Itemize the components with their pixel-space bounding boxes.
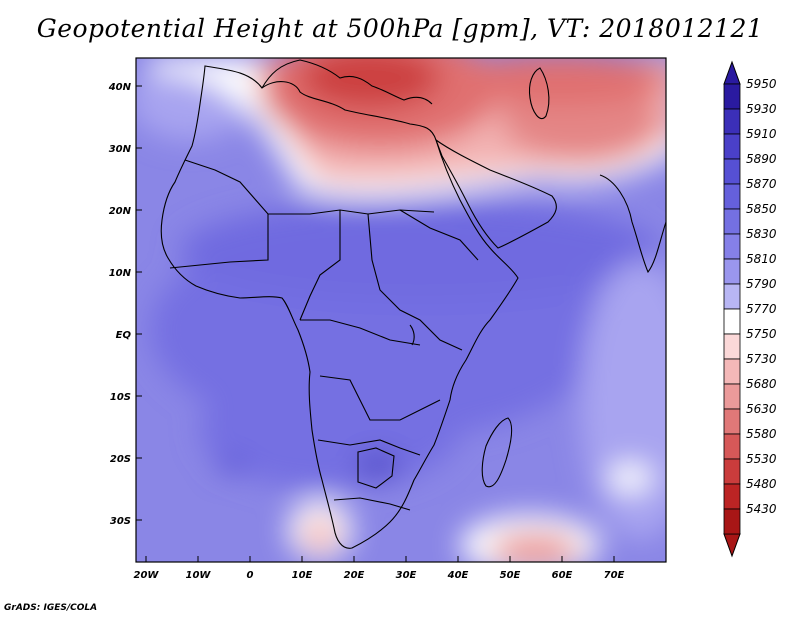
colorbar-swatch	[723, 108, 741, 135]
colorbar-swatch	[723, 458, 741, 485]
colorbar-swatch	[723, 283, 741, 310]
colorbar-label: 5890	[746, 152, 777, 166]
lat-label: 10N	[109, 268, 132, 279]
colorbar-swatch	[723, 83, 741, 110]
colorbar-swatch	[723, 383, 741, 410]
lon-label: 70E	[604, 570, 625, 581]
lon-label: 10E	[292, 570, 313, 581]
colorbar-top-arrow	[723, 60, 741, 85]
lon-label: 20E	[344, 570, 365, 581]
colorbar-swatch	[723, 333, 741, 360]
colorbar-swatch	[723, 483, 741, 510]
lat-ticks	[136, 85, 142, 521]
lat-label: 20S	[110, 454, 131, 465]
lon-labels: 20W 10W 0 10E 20E 30E 40E 50E 60E 70E	[134, 570, 625, 581]
map-frame	[135, 57, 667, 563]
colorbar-swatch	[723, 308, 741, 335]
colorbar-label: 5930	[746, 102, 777, 116]
colorbar-label: 5680	[746, 377, 777, 391]
colorbar-bottom-arrow	[723, 533, 741, 558]
lon-label: 20W	[134, 570, 160, 581]
colorbar-label: 5790	[746, 277, 777, 291]
lat-labels: 40N 30N 20N 10N EQ 10S 20S 30S	[108, 82, 132, 527]
colorbar-swatch	[723, 183, 741, 210]
colorbar-label: 5730	[746, 352, 777, 366]
colorbar-swatch	[723, 233, 741, 260]
colorbar-label: 5850	[746, 202, 777, 216]
colorbar-swatch	[723, 258, 741, 285]
colorbar-label: 5480	[746, 477, 777, 491]
lon-ticks	[145, 556, 615, 562]
colorbar-label: 5530	[746, 452, 777, 466]
lon-label: 40E	[447, 570, 469, 581]
lat-label: 30N	[109, 144, 132, 155]
colorbar-label: 5830	[746, 227, 777, 241]
colorbar-label: 5950	[746, 77, 777, 91]
colorbar-label: 5580	[746, 427, 777, 441]
colorbar-label: 5770	[746, 302, 777, 316]
lat-label: 40N	[108, 82, 132, 93]
coastlines	[160, 59, 666, 549]
lon-label: 50E	[500, 570, 521, 581]
colorbar-label: 5430	[746, 502, 777, 516]
lon-label: 30E	[396, 570, 417, 581]
colorbar: 5950 5930 5910 5890 5870 5850 5830 5810 5790 5770…	[723, 60, 777, 558]
lat-label: 30S	[110, 516, 131, 527]
lon-label: 60E	[552, 570, 573, 581]
colorbar-swatch	[723, 158, 741, 185]
colorbar-swatch	[723, 358, 741, 385]
colorbar-swatch	[723, 208, 741, 235]
lat-label: EQ	[116, 330, 132, 341]
colorbar-swatch	[723, 433, 741, 460]
height-field	[136, 58, 666, 562]
grads-credit: GrADS: IGES/COLA	[4, 603, 98, 613]
colorbar-label: 5630	[746, 402, 777, 416]
lon-label: 0	[247, 570, 254, 581]
colorbar-label: 5910	[746, 127, 777, 141]
colorbar-swatch	[723, 508, 741, 535]
colorbar-swatch	[723, 133, 741, 160]
colorbar-label: 5870	[746, 177, 777, 191]
lon-label: 10W	[186, 570, 212, 581]
colorbar-swatch	[723, 408, 741, 435]
colorbar-label: 5750	[746, 327, 777, 341]
colorbar-label: 5810	[746, 252, 777, 266]
lat-label: 20N	[109, 206, 132, 217]
map-title: Geopotential Height at 500hPa [gpm], VT:…	[36, 14, 764, 43]
lat-label: 10S	[110, 392, 131, 403]
